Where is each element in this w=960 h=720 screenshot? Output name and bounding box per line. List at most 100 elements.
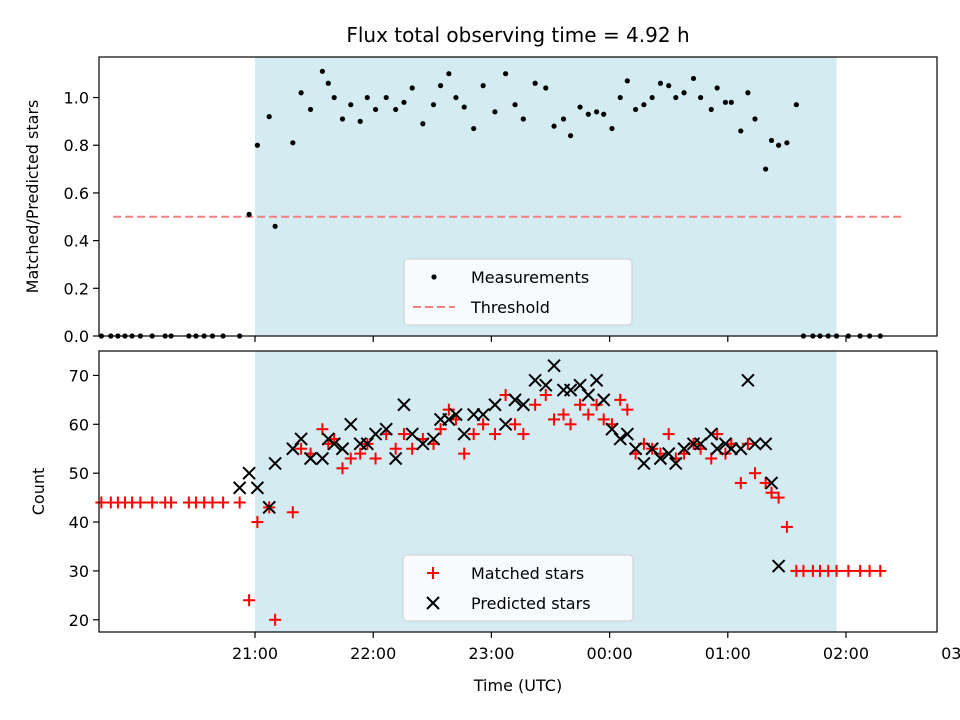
measurement-point: [325, 80, 331, 86]
predicted-star-point: [457, 427, 471, 441]
predicted-star-point: [613, 432, 627, 446]
matched-star-point: [295, 442, 308, 455]
measurement-point: [480, 83, 486, 89]
bottom-legend-box: [402, 554, 634, 622]
predicted-star-point: [286, 442, 300, 456]
predicted-star-point: [547, 358, 561, 373]
matched-star-point: [557, 408, 570, 421]
matched-star-point: [442, 403, 455, 416]
y-tick-label: 0.2: [64, 279, 89, 298]
measurement-point: [492, 109, 498, 115]
predicted-star-point: [620, 427, 635, 441]
predicted-star-point: [416, 437, 430, 451]
top-legend-box: [403, 258, 633, 326]
predicted-star-point: [516, 398, 531, 412]
matched-star-point: [477, 418, 490, 431]
predicted-star-point: [488, 398, 502, 412]
matched-star-point: [574, 398, 587, 411]
x-tick-label: 00:00: [587, 644, 633, 663]
measurement-point: [657, 80, 664, 86]
measurement-point: [372, 106, 379, 113]
measurement-point: [298, 90, 304, 96]
bottom-y-ticks: 20 30 40 50 60 70: [69, 366, 99, 630]
measurement-point: [520, 116, 526, 122]
predicted-star-point: [442, 412, 456, 427]
matched-star-point: [488, 428, 501, 441]
predicted-star-point: [449, 407, 463, 422]
matched-star-point: [765, 486, 778, 499]
y-tick-label: 0.8: [64, 136, 89, 155]
measurement-point: [708, 106, 714, 113]
measurement-point: [698, 94, 704, 101]
x-tick-label: 02:00: [823, 644, 869, 663]
matched-star-point: [564, 418, 577, 431]
measurement-point: [401, 99, 407, 105]
top-x-ticks: [254, 336, 847, 342]
matched-star-point: [389, 442, 402, 455]
measurement-point: [543, 85, 549, 91]
matched-star-point: [397, 428, 410, 441]
predicted-star-point: [693, 437, 708, 451]
measurement-point: [290, 140, 296, 146]
predicted-star-point: [758, 437, 773, 451]
measurement-point: [551, 123, 557, 129]
matched-star-point: [406, 442, 419, 455]
matched-star-point: [759, 476, 772, 489]
predicted-star-point: [508, 393, 522, 407]
matched-star-point: [336, 462, 349, 475]
predicted-star-point: [661, 446, 676, 461]
measurement-point: [681, 90, 687, 96]
predicted-star-point: [563, 383, 578, 397]
x-tick-label: 23:00: [468, 644, 514, 663]
measurement-point: [307, 106, 314, 113]
measurement-point: [420, 121, 426, 127]
bottom-x-ticks: 21:00 22:00 23:00 00:00 01:00 02:00 03:00: [232, 632, 960, 663]
matched-star-point: [582, 408, 595, 421]
predicted-star-point: [637, 456, 651, 471]
matched-star-point: [134, 496, 147, 509]
predicted-star-point: [539, 378, 553, 392]
measurement-point: [690, 75, 697, 82]
measurement-point: [673, 94, 679, 101]
legend-threshold-label: Threshold: [470, 298, 550, 317]
matched-star-point: [772, 491, 785, 504]
top-legend: Measurements Threshold: [403, 258, 633, 326]
matched-star-point: [529, 398, 542, 411]
x-tick-label: 21:00: [232, 644, 278, 663]
matched-stars-series: [95, 388, 887, 626]
predicted-star-point: [405, 427, 419, 441]
matched-star-point: [711, 428, 724, 441]
predicted-stars-series: [232, 358, 786, 573]
predicted-star-point: [388, 451, 403, 466]
measurement-point: [793, 102, 799, 108]
legend-matched-marker: [427, 567, 439, 579]
measurement-point: [339, 116, 346, 122]
predicted-star-point: [368, 427, 383, 441]
measurement-point: [624, 78, 630, 84]
predicted-star-point: [360, 437, 375, 451]
matched-star-point: [621, 403, 634, 416]
predicted-star-point: [327, 437, 341, 451]
measurement-point: [776, 142, 782, 148]
matched-star-point: [233, 496, 246, 509]
predicted-star-point: [734, 442, 748, 456]
matched-star-point: [662, 428, 675, 441]
y-tick-label: 50: [69, 464, 89, 483]
matched-star-point: [217, 496, 230, 509]
predicted-star-point: [344, 417, 358, 432]
y-tick-label: 1.0: [64, 89, 89, 108]
predicted-star-point: [581, 388, 596, 402]
measurement-point: [763, 166, 769, 172]
predicted-star-point: [764, 476, 779, 490]
measurement-point: [364, 94, 370, 101]
y-tick-label: 0.0: [64, 327, 89, 346]
predicted-star-point: [379, 422, 393, 436]
legend-measurements-label: Measurements: [471, 268, 589, 287]
x-axis-label: Time (UTC): [473, 676, 562, 695]
legend-predicted-marker: [426, 596, 440, 610]
measurement-point: [246, 211, 252, 217]
measurement-point: [601, 111, 607, 117]
predicted-star-point: [294, 432, 308, 446]
measurement-point: [593, 109, 600, 115]
